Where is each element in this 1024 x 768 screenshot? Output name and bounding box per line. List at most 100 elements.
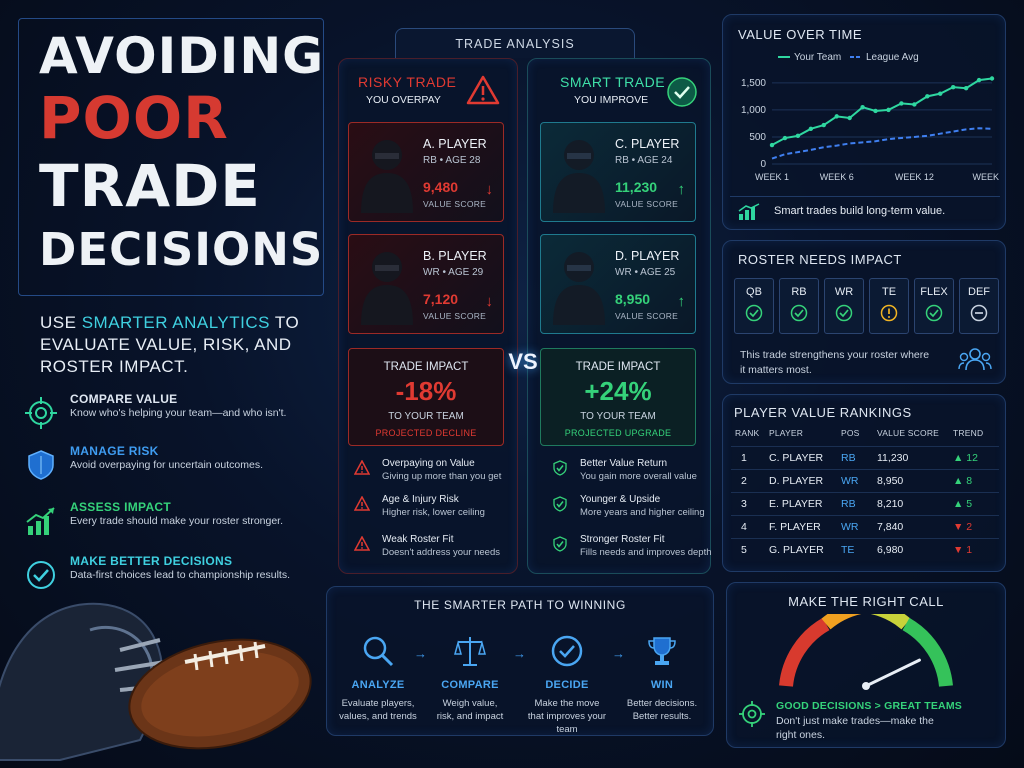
- chip-label: TE: [881, 286, 897, 298]
- data-point: [782, 135, 788, 141]
- value-score-label: VALUE SCORE: [615, 199, 679, 209]
- table-row[interactable]: 2 D. PLAYER WR 8,950 ▲ 8: [731, 469, 999, 493]
- hero-line-2: POOR: [39, 84, 229, 152]
- trend-cell: ▲ 8: [953, 469, 999, 493]
- benefit-title: Stronger Roster Fit: [580, 534, 665, 545]
- arrow-down-icon: ↓: [485, 293, 494, 310]
- position-chip-te: TE: [869, 278, 909, 334]
- score-cell: 7,840: [877, 515, 953, 539]
- score-header: VALUE SCORE: [877, 428, 940, 438]
- data-point: [899, 101, 904, 106]
- target-icon: [25, 397, 57, 429]
- warning-icon: [354, 460, 370, 475]
- player-silhouette-icon: [553, 252, 605, 325]
- users-icon: [958, 348, 992, 371]
- risk-item: Overpaying on Value Giving up more than …: [354, 458, 524, 490]
- bar-growth-icon: [26, 507, 55, 535]
- risky-trade-sub: YOU OVERPAY: [366, 94, 441, 106]
- smarter-path-title: THE SMARTER PATH TO WINNING: [414, 598, 626, 612]
- trade-analysis-title: TRADE ANALYSIS: [395, 28, 635, 58]
- step-win: WIN Better decisions. Better results.: [622, 634, 702, 723]
- risk-item: Age & Injury Risk Higher risk, lower cei…: [354, 494, 524, 526]
- arrow-up-icon: ↑: [677, 181, 686, 198]
- step-desc-1: Better decisions.: [626, 698, 698, 709]
- feature-desc: Every trade should make your roster stro…: [70, 515, 284, 527]
- y-tick-label: 500: [749, 132, 766, 143]
- alert-circle-icon: [880, 304, 898, 322]
- feature-manage-risk: MANAGE RISK Avoid overpaying for uncerta…: [24, 444, 324, 490]
- helmet-football-illustration: [0, 602, 312, 761]
- data-point: [976, 77, 982, 83]
- player-card-c[interactable]: C. PLAYER RB • AGE 24 11,230 VALUE SCORE…: [540, 122, 696, 222]
- benefit-item: Younger & Upside More years and higher c…: [552, 494, 722, 526]
- warning-icon: [466, 75, 500, 105]
- score-cell: 11,230: [877, 446, 953, 470]
- player-cell: E. PLAYER: [769, 492, 841, 516]
- trend-cell: ▲ 12: [953, 446, 999, 470]
- roster-note-2: it matters most.: [740, 364, 812, 376]
- step-desc-2: risk, and impact: [436, 711, 504, 722]
- player-name: B. PLAYER: [423, 249, 487, 263]
- risk-title: Age & Injury Risk: [382, 494, 459, 505]
- value-chart-footer: Smart trades build long-term value.: [730, 196, 1000, 224]
- position-chip-wr: WR: [824, 278, 864, 334]
- impact-note: PROJECTED UPGRADE: [564, 428, 672, 438]
- player-card-a[interactable]: A. PLAYER RB • AGE 28 9,480 VALUE SCORE …: [348, 122, 504, 222]
- table-row[interactable]: 4 F. PLAYER WR 7,840 ▼ 2: [731, 515, 999, 539]
- data-point: [912, 102, 917, 107]
- y-tick-label: 0: [760, 159, 766, 170]
- trend-header: TREND: [953, 428, 984, 438]
- data-point: [963, 86, 969, 91]
- player-name: D. PLAYER: [615, 249, 680, 263]
- check-shield-icon: [553, 536, 567, 552]
- value-over-time-panel: [722, 14, 1006, 230]
- feature-title: MANAGE RISK: [70, 444, 159, 458]
- player-card-d[interactable]: D. PLAYER WR • AGE 25 8,950 VALUE SCORE …: [540, 234, 696, 334]
- feature-better-decisions: MAKE BETTER DECISIONS Data-first choices…: [24, 554, 324, 600]
- gauge-hub: [862, 682, 870, 690]
- player-position: RB • AGE 24: [615, 155, 673, 166]
- x-tick-label: WEEK 6: [820, 172, 854, 182]
- trophy-icon: [648, 637, 676, 665]
- player-header: PLAYER: [769, 428, 804, 438]
- benefit-desc: You gain more overall value: [580, 471, 697, 482]
- impact-team: TO YOUR TEAM: [580, 411, 656, 422]
- player-card-b[interactable]: B. PLAYER WR • AGE 29 7,120 VALUE SCORE …: [348, 234, 504, 334]
- table-row[interactable]: 1 C. PLAYER RB 11,230 ▲ 12: [731, 446, 999, 470]
- decision-gauge: [779, 614, 953, 690]
- risky-trade-title: RISKY TRADE: [358, 74, 457, 90]
- step-desc-1: Make the move: [534, 698, 600, 709]
- step-title: COMPARE: [441, 679, 499, 691]
- position-chip-def: DEF: [959, 278, 999, 334]
- trend-cell: ▼ 2: [953, 515, 999, 539]
- player-silhouette-icon: [361, 252, 413, 325]
- data-point: [795, 133, 801, 139]
- hero-line-4: DECISIONS: [39, 223, 324, 276]
- table-row[interactable]: 3 E. PLAYER RB 8,210 ▲ 5: [731, 492, 999, 516]
- subtitle-post: TO EVALUATE VALUE, RISK, AND ROSTER IMPA…: [40, 313, 300, 376]
- gauge-yellow-arc: [870, 614, 911, 630]
- table-row[interactable]: 5 G. PLAYER TE 6,980 ▼ 1: [731, 538, 999, 562]
- value-chart-footer-text: Smart trades build long-term value.: [774, 205, 946, 217]
- scales-icon: [454, 637, 486, 666]
- roster-note-1: This trade strengthens your roster where: [740, 349, 930, 361]
- bar-growth-icon: [738, 203, 760, 220]
- smart-trade-title: SMART TRADE: [560, 74, 666, 90]
- smarter-path-panel: [326, 586, 714, 736]
- y-tick-label: 1,000: [741, 105, 766, 116]
- target-icon: [739, 701, 765, 727]
- pos-cell: TE: [841, 538, 877, 562]
- player-position: WR • AGE 29: [423, 267, 484, 278]
- risk-title: Weak Roster Fit: [382, 534, 454, 545]
- roster-title: ROSTER NEEDS IMPACT: [738, 252, 902, 267]
- check-circle-icon: [925, 304, 943, 322]
- chart-series: [769, 76, 995, 160]
- series-line-your-team: [771, 77, 993, 146]
- step-desc-2: that improves your team: [527, 711, 607, 735]
- legend-label: Your Team: [794, 52, 841, 63]
- player-score: 9,480: [423, 179, 459, 195]
- impact-label: TRADE IMPACT: [383, 361, 469, 373]
- warning-icon: [354, 536, 370, 551]
- check-circle-icon: [27, 561, 55, 589]
